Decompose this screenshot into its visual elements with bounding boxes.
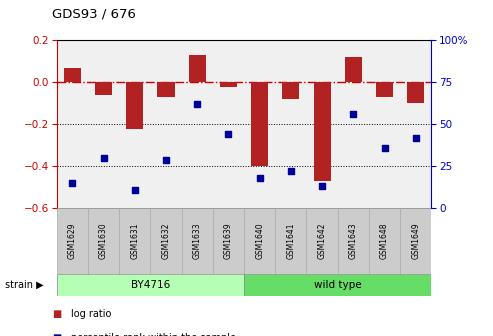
Text: GSM1630: GSM1630: [99, 223, 108, 259]
Point: [318, 184, 326, 189]
Bar: [64, 68, 81, 82]
Bar: [95, 82, 112, 95]
Bar: [126, 82, 143, 128]
Text: BY4716: BY4716: [131, 280, 170, 290]
Text: percentile rank within the sample: percentile rank within the sample: [71, 333, 237, 336]
Bar: [181, 208, 213, 274]
Bar: [213, 208, 244, 274]
Text: GSM1643: GSM1643: [349, 223, 358, 259]
Bar: [251, 82, 268, 166]
Text: GDS93 / 676: GDS93 / 676: [52, 7, 136, 20]
Point: [224, 132, 232, 137]
Point: [131, 187, 139, 193]
Bar: [307, 208, 338, 274]
Bar: [400, 208, 431, 274]
Text: wild type: wild type: [314, 280, 361, 290]
Bar: [220, 82, 237, 86]
Bar: [119, 208, 150, 274]
Bar: [345, 57, 362, 82]
Bar: [338, 208, 369, 274]
Text: GSM1642: GSM1642: [317, 223, 326, 259]
Bar: [57, 208, 88, 274]
Point: [69, 180, 76, 186]
Point: [193, 101, 201, 107]
Bar: [157, 82, 175, 97]
Bar: [314, 82, 331, 181]
Bar: [150, 208, 181, 274]
Point: [350, 112, 357, 117]
Point: [287, 169, 295, 174]
Text: GSM1629: GSM1629: [68, 223, 77, 259]
Bar: [189, 55, 206, 82]
Point: [162, 157, 170, 162]
Bar: [369, 208, 400, 274]
Text: ■: ■: [52, 333, 61, 336]
Text: GSM1648: GSM1648: [380, 223, 389, 259]
Point: [256, 175, 264, 181]
Text: GSM1639: GSM1639: [224, 223, 233, 259]
Bar: [376, 82, 393, 97]
Bar: [57, 274, 244, 296]
Bar: [407, 82, 424, 103]
Bar: [244, 274, 431, 296]
Text: GSM1633: GSM1633: [193, 223, 202, 259]
Bar: [275, 208, 307, 274]
Text: GSM1649: GSM1649: [411, 223, 420, 259]
Point: [412, 135, 420, 140]
Text: ■: ■: [52, 309, 61, 319]
Text: GSM1641: GSM1641: [286, 223, 295, 259]
Point: [100, 155, 107, 161]
Text: GSM1632: GSM1632: [162, 223, 171, 259]
Text: GSM1640: GSM1640: [255, 223, 264, 259]
Bar: [282, 82, 299, 99]
Bar: [88, 208, 119, 274]
Text: GSM1631: GSM1631: [130, 223, 139, 259]
Text: log ratio: log ratio: [71, 309, 112, 319]
Text: strain ▶: strain ▶: [5, 280, 43, 290]
Bar: [244, 208, 275, 274]
Point: [381, 145, 388, 151]
